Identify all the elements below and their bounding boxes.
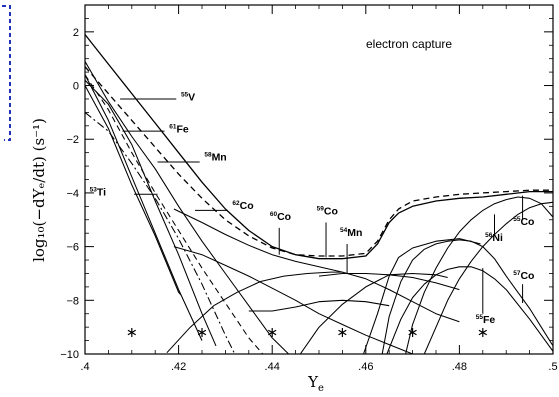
isotope-symbol: Co <box>240 200 254 212</box>
series-line-9 <box>173 208 460 323</box>
isotope-mass: 56 <box>485 232 493 239</box>
y-axis-title: log₁₀(−dYₑ/dt) (s⁻¹) <box>30 118 48 262</box>
series-line-1 <box>85 34 553 260</box>
y-tick-label: −2 <box>66 134 79 146</box>
isotope-symbol: Co <box>520 216 534 228</box>
isotope-label: 58Mn <box>204 152 226 164</box>
isotope-label: 60Co <box>270 211 291 223</box>
series-line-4 <box>85 111 236 354</box>
isotope-symbol: Co <box>277 211 291 223</box>
isotope-label: 61Fe <box>169 124 189 136</box>
isotope-symbol: Ti <box>97 187 106 199</box>
asterisk-stroke <box>127 329 136 336</box>
asterisk-stroke <box>408 329 417 336</box>
asterisk-marker <box>197 328 207 338</box>
isotope-symbol: Mn <box>347 227 362 239</box>
isotope-symbol: Co <box>324 205 338 217</box>
isotope-mass: 59 <box>317 205 325 212</box>
series-line-2 <box>85 66 553 257</box>
asterisk-marker <box>338 328 347 338</box>
series-line-6 <box>85 74 203 341</box>
x-tick-label: .48 <box>452 361 467 373</box>
asterisk-marker <box>127 328 136 338</box>
isotope-mass: 57 <box>513 270 521 277</box>
series-line-13 <box>299 272 448 354</box>
x-tick-label: .46 <box>358 361 373 373</box>
isotope-label: 55Fe <box>476 314 496 326</box>
series-line-17 <box>386 266 553 354</box>
asterisk-stroke <box>268 329 277 336</box>
isotope-mass: 61 <box>169 124 177 131</box>
series-line-11 <box>166 271 343 354</box>
y-tick-label: 2 <box>73 27 79 39</box>
isotope-mass: 54 <box>340 227 348 234</box>
isotope-mass: 55 <box>476 314 484 321</box>
series-line-16 <box>381 239 553 354</box>
isotope-symbol: Fe <box>176 124 188 136</box>
asterisk-marker <box>268 328 277 338</box>
series-line-14 <box>318 272 460 291</box>
isotope-mass: 53 <box>90 187 98 194</box>
y-tick-label: −6 <box>66 242 79 254</box>
asterisk-stroke <box>197 329 207 336</box>
isotope-label: 62Co <box>232 200 253 212</box>
y-tick-label: −8 <box>66 295 79 307</box>
series-line-19 <box>423 201 553 354</box>
series-line-15 <box>363 238 481 354</box>
y-tick-label: 0 <box>73 81 79 93</box>
isotope-label: 55Co <box>513 216 534 228</box>
isotope-mass: 60 <box>270 211 278 218</box>
asterisk-stroke <box>478 329 487 336</box>
isotope-mass: 55 <box>513 216 521 223</box>
series-line-12 <box>248 299 390 312</box>
x-tick-label: .4 <box>80 361 89 373</box>
isotope-label: 59Co <box>317 205 338 217</box>
isotope-mass: 58 <box>204 152 212 159</box>
x-axis-title-sub: e <box>318 383 324 394</box>
x-axis-title: Ye <box>307 373 324 394</box>
isotope-label: 54Mn <box>340 227 362 239</box>
plot-area: 20−2−4−6−8−10.4.42.44.46.48.555V61Fe58Mn… <box>60 4 558 373</box>
x-tick-label: .42 <box>171 361 186 373</box>
edge-fragment <box>2 5 11 141</box>
isotope-label: 56Ni <box>485 232 503 244</box>
asterisk-marker <box>478 328 487 338</box>
x-axis-title-main: Y <box>307 373 319 391</box>
asterisk-marker <box>408 328 417 338</box>
series-line-18 <box>405 196 553 354</box>
series-line-3 <box>85 74 264 354</box>
asterisk-stroke <box>338 329 347 336</box>
isotope-symbol: Ni <box>492 232 503 244</box>
series-line-8 <box>85 61 289 354</box>
isotope-symbol: V <box>188 91 195 103</box>
series-line-7 <box>85 79 217 347</box>
isotope-label: 53Ti <box>90 187 106 199</box>
isotope-symbol: Mn <box>212 152 227 164</box>
isotope-label: 55V <box>181 91 195 103</box>
isotope-mass: 62 <box>232 200 240 207</box>
series-line-10 <box>173 246 413 354</box>
x-tick-label: .44 <box>265 361 280 373</box>
isotope-symbol: Fe <box>483 314 495 326</box>
annotation-text: electron capture <box>366 37 452 51</box>
y-tick-label: −10 <box>60 349 79 361</box>
y-tick-label: −4 <box>66 188 79 200</box>
curves-group <box>85 34 553 354</box>
isotope-label: 57Co <box>513 270 534 282</box>
isotope-symbol: Co <box>520 270 534 282</box>
series-line-5 <box>85 85 182 296</box>
isotope-mass: 55 <box>181 91 189 98</box>
x-tick-label: .5 <box>548 361 557 373</box>
